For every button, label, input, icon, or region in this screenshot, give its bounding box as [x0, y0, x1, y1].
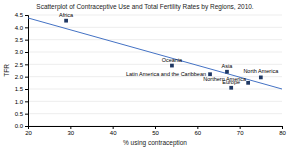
trendline [28, 18, 282, 89]
plot-root: 20 30 40 50 60 70 80 0.0 0.5 1.0 1.5 2.0 2.5 3.0 3.5 4.… [15, 12, 287, 137]
x-tick-label: 70 [237, 130, 244, 136]
y-axis-line [25, 16, 29, 127]
y-tick-label: 3.5 [15, 37, 24, 43]
x-tick-mark [197, 126, 198, 129]
point-label: North America [243, 68, 279, 74]
point-label: Oceania [162, 57, 183, 63]
point-label: Africa [59, 12, 74, 18]
x-tick-mark [70, 126, 71, 129]
point [229, 86, 233, 90]
y-tick-label: 4.5 [15, 12, 24, 18]
grid-line-y [28, 89, 282, 90]
y-tick-mark [25, 27, 28, 28]
y-axis-title: TFR [3, 64, 10, 77]
x-tick: 20 [25, 126, 32, 136]
x-tick: 40 [110, 126, 117, 136]
x-tick-label: 80 [279, 130, 286, 136]
point-label: Northern America [203, 76, 247, 82]
point-label: Asia [222, 63, 234, 69]
y-tick-mark [25, 114, 28, 115]
y-tick-mark [25, 77, 28, 78]
grid-line-y [28, 113, 282, 114]
x-tick: 30 [67, 126, 74, 136]
grid-line-y [28, 101, 282, 102]
point [170, 64, 174, 68]
y-tick: 1.5 [15, 86, 28, 92]
y-tick-mark [25, 126, 28, 127]
point [259, 76, 263, 80]
y-tick: 4.5 [15, 12, 28, 18]
x-tick: 70 [237, 126, 244, 136]
grid-line-y [28, 64, 282, 65]
point [64, 19, 68, 23]
y-tick-mark [25, 52, 28, 53]
x-axis-title: % using contraception [123, 139, 187, 147]
marks [28, 18, 282, 90]
y-tick-mark [25, 89, 28, 90]
y-tick: 0.0 [15, 123, 28, 129]
point [225, 70, 229, 74]
x-tick-label: 50 [152, 130, 159, 136]
x-tick: 60 [194, 126, 201, 136]
x-tick: 50 [152, 126, 159, 136]
annotations: Africa Oceania Latin America and the Carib… [59, 12, 279, 85]
y-tick-label: 0.5 [15, 111, 24, 117]
y-tick-label: 4.0 [15, 25, 24, 31]
y-tick: 2.5 [15, 62, 28, 68]
y-tick: 3.0 [15, 49, 28, 55]
x-tick-label: 30 [67, 130, 74, 136]
y-tick: 2.0 [15, 74, 28, 80]
y-tick-mark [25, 64, 28, 65]
x-tick: 80 [279, 126, 286, 136]
y-tick-mark [25, 15, 28, 16]
y-tick: 3.5 [15, 37, 28, 43]
grid-line-y [28, 52, 282, 53]
point-label: Latin America and the Caribbean [126, 71, 206, 77]
x-tick-mark [240, 126, 241, 129]
y-axis: 0.0 0.5 1.0 1.5 2.0 2.5 3.0 3.5 4.0 4.5 [15, 12, 29, 129]
y-tick-label: 2.5 [15, 62, 24, 68]
x-tick-mark [155, 126, 156, 129]
y-tick-label: 2.0 [15, 74, 24, 80]
chart-svg: 20 30 40 50 60 70 80 0.0 0.5 1.0 1.5 2.0 2.5 3.0 3.5 4.… [0, 0, 290, 148]
x-tick-label: 60 [194, 130, 201, 136]
y-tick-label: 0.0 [15, 123, 24, 129]
grid-line-y [28, 39, 282, 40]
x-axis-line [29, 127, 283, 130]
y-tick-mark [25, 101, 28, 102]
x-tick-mark [282, 126, 283, 129]
chart-container: 20 30 40 50 60 70 80 0.0 0.5 1.0 1.5 2.0 2.5 3.0 3.5 4.… [0, 0, 290, 148]
point [246, 81, 250, 85]
grid-line-y [28, 27, 282, 28]
x-tick-mark [113, 126, 114, 129]
y-tick-label: 3.0 [15, 49, 24, 55]
y-tick-label: 1.5 [15, 86, 24, 92]
y-tick: 4.0 [15, 25, 28, 31]
y-tick-label: 1.0 [15, 99, 24, 105]
y-tick: 1.0 [15, 99, 28, 105]
x-axis: 20 30 40 50 60 70 80 [25, 126, 286, 136]
x-tick-label: 40 [110, 130, 117, 136]
x-tick-label: 20 [25, 130, 32, 136]
grid [28, 15, 282, 126]
y-tick-mark [25, 40, 28, 41]
chart-title: Scatterplot of Contraceptive Use and Tot… [36, 3, 254, 11]
y-tick: 0.5 [15, 111, 28, 117]
